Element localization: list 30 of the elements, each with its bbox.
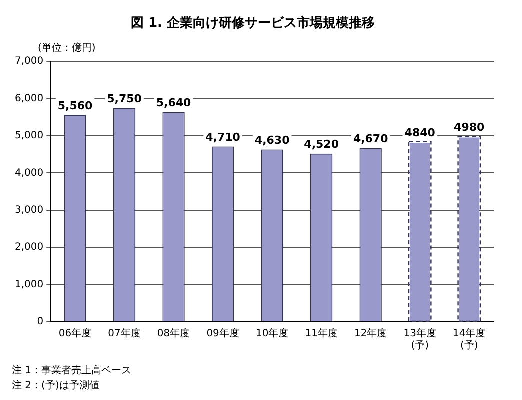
x-tick-label: 10年度 bbox=[256, 328, 289, 340]
x-tick-label: 14年度 (予) bbox=[453, 328, 486, 352]
y-tick-label: 1,000 bbox=[14, 279, 44, 290]
y-tick-label: 3,000 bbox=[14, 204, 44, 216]
y-tick-label: 4,000 bbox=[14, 168, 44, 179]
x-tick-label: 09年度 bbox=[206, 328, 240, 340]
x-tick-label: 08年度 bbox=[157, 328, 190, 340]
x-tick-label: 11年度 bbox=[305, 328, 338, 340]
x-tick-label: 12年度 bbox=[354, 328, 388, 340]
data-label: 4840 bbox=[404, 126, 436, 140]
text: 注 2：(予)は予測値 bbox=[12, 380, 100, 392]
data-label: 5,640 bbox=[156, 96, 192, 110]
data-label: 4,520 bbox=[304, 138, 340, 152]
chart-title: 図 1. 企業向け研修サービス市場規模推移 bbox=[130, 15, 376, 32]
data-label: 4980 bbox=[454, 121, 486, 134]
data-label: 4,630 bbox=[254, 134, 290, 148]
y-tick-label: 2,000 bbox=[14, 242, 44, 254]
text: 注 1：事業者売上高ベース bbox=[12, 364, 132, 377]
y-tick-label: 5,000 bbox=[14, 130, 44, 142]
y-tick-label: 6,000 bbox=[14, 93, 44, 104]
y-tick-label: 7,000 bbox=[14, 56, 44, 68]
y-axis-title: (単位：億円) bbox=[38, 42, 96, 54]
x-tick-label: 13年度 (予) bbox=[404, 328, 436, 352]
data-label: 5,560 bbox=[58, 100, 93, 113]
x-tick-label: 07年度 bbox=[108, 328, 141, 340]
data-label: 4,710 bbox=[206, 131, 241, 144]
x-tick-label: 06年度 bbox=[58, 328, 92, 340]
data-label: 4,670 bbox=[353, 132, 389, 146]
data-label: 5,750 bbox=[107, 92, 142, 106]
y-tick-label: 0 bbox=[37, 316, 44, 328]
